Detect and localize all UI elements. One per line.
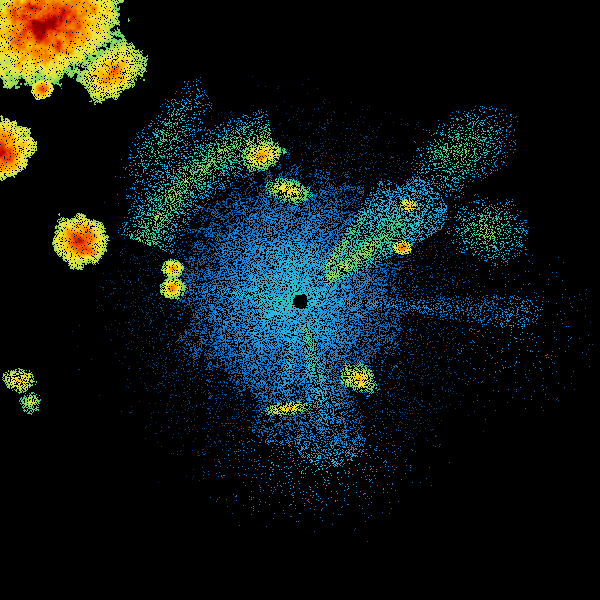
radar-reflectivity-image: Radar Reflectivity bbox=[0, 0, 600, 600]
radar-reflectivity-canvas bbox=[0, 0, 600, 600]
